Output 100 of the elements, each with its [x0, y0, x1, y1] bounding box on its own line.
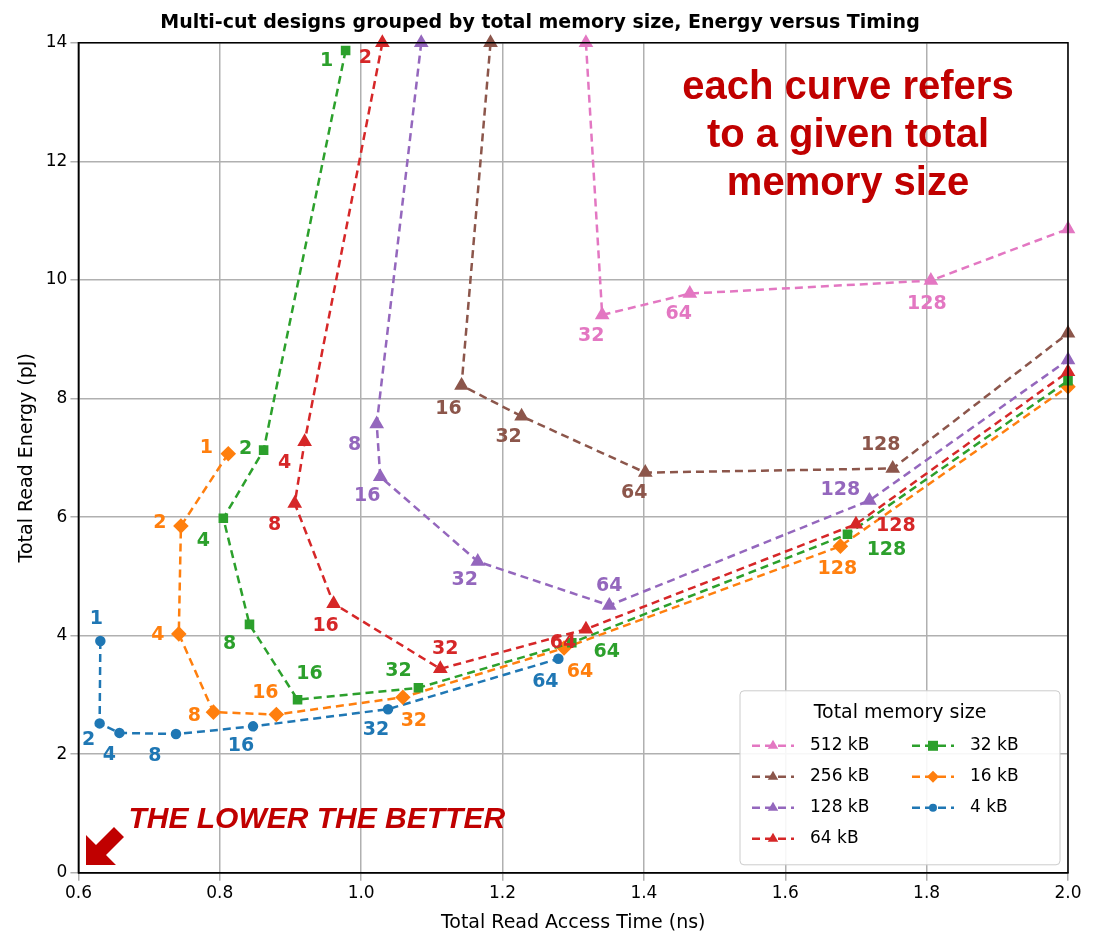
- annotation: 32: [385, 657, 412, 680]
- x-axis-title: Total Read Access Time (ns): [439, 909, 706, 932]
- annotation: 128: [876, 513, 916, 536]
- point: [221, 446, 236, 461]
- annotation: 8: [348, 431, 362, 454]
- point: [173, 518, 189, 534]
- annotation: 16: [435, 396, 462, 419]
- y-tick-label: 14: [45, 31, 68, 52]
- point: [292, 694, 303, 705]
- annotation: 32: [400, 708, 428, 731]
- chart-title: Multi-cut designs grouped by total memory size, Energy versus Timing: [160, 10, 920, 33]
- point: [455, 378, 468, 390]
- annotation: 2: [153, 509, 167, 532]
- point: [244, 619, 255, 630]
- point: [170, 728, 182, 740]
- y-tick-label: 6: [56, 505, 68, 526]
- annotation: 64: [593, 638, 621, 661]
- point: [579, 621, 593, 634]
- x-tick-label: 1.6: [771, 882, 799, 903]
- y-tick-label: 12: [45, 149, 68, 170]
- annotation: 1: [89, 605, 103, 628]
- legend-label: 16 kB: [970, 765, 1019, 786]
- y-tick-label: 2: [56, 742, 68, 763]
- annotation: 64: [549, 630, 577, 653]
- annotation: 8: [268, 512, 282, 535]
- point: [95, 635, 106, 647]
- point: [683, 286, 697, 298]
- point: [433, 661, 447, 674]
- y-tick-label: 8: [56, 386, 68, 407]
- x-tick-label: 2.0: [1054, 882, 1082, 903]
- point: [886, 461, 900, 473]
- legend-label: 256 kB: [810, 765, 870, 786]
- annotation: 4: [151, 621, 165, 644]
- legend-label: 512 kB: [810, 734, 870, 755]
- point: [340, 45, 351, 56]
- point: [370, 416, 384, 429]
- point: [413, 683, 424, 693]
- x-tick-label: 0.8: [206, 882, 234, 903]
- annotation: 64: [665, 300, 693, 323]
- point: [171, 626, 187, 642]
- x-tick-label: 1.0: [347, 882, 375, 903]
- y-tick-label: 10: [45, 268, 68, 289]
- annotation: 32: [577, 322, 605, 345]
- annotation: 8: [148, 743, 162, 766]
- annotation: 64: [621, 479, 648, 502]
- legend-label: 32 kB: [970, 734, 1019, 755]
- annotation: 64: [596, 573, 623, 596]
- point: [602, 598, 616, 610]
- point: [862, 493, 876, 505]
- legend-label: 64 kB: [810, 827, 859, 848]
- annotation: 32: [362, 717, 390, 740]
- point: [842, 529, 853, 540]
- annotation: 16: [354, 482, 381, 505]
- legend-label: 4 kB: [970, 796, 1008, 817]
- point: [247, 721, 259, 732]
- annotation: 8: [222, 631, 237, 654]
- annotation: 64: [532, 668, 559, 691]
- annotation: 16: [296, 660, 323, 683]
- y-axis-title: Total Read Energy (pJ): [14, 353, 37, 564]
- point: [395, 690, 411, 705]
- point: [849, 516, 863, 529]
- annotation: 128: [860, 432, 901, 455]
- point: [218, 513, 229, 524]
- y-tick-label: 4: [56, 624, 68, 645]
- annotation: 2: [239, 436, 253, 459]
- annotation: 16: [312, 612, 339, 635]
- point: [1063, 375, 1073, 386]
- x-tick-label: 1.4: [630, 882, 658, 903]
- annotation: 2: [82, 727, 96, 750]
- point: [382, 703, 394, 715]
- point: [114, 727, 125, 739]
- x-tick-label: 0.6: [64, 882, 92, 903]
- annotation: 2: [358, 44, 372, 67]
- x-tick-label: 1.2: [489, 882, 517, 903]
- annotation: 32: [451, 567, 479, 590]
- point: [258, 445, 269, 455]
- point: [595, 307, 609, 320]
- annotation: 32: [432, 635, 459, 658]
- point: [471, 554, 485, 566]
- annotation: 64: [566, 659, 594, 682]
- point: [269, 707, 284, 722]
- point: [638, 465, 652, 477]
- point: [327, 596, 341, 608]
- point: [833, 538, 848, 554]
- point: [94, 718, 105, 729]
- annotation: 128: [820, 477, 861, 500]
- annotation: 1: [199, 434, 213, 457]
- point: [298, 434, 312, 447]
- annotation: 128: [866, 537, 907, 560]
- annotation: 4: [196, 528, 210, 551]
- annotation: 16: [252, 680, 279, 703]
- point: [553, 653, 564, 665]
- annotation: 4: [278, 449, 292, 472]
- point: [206, 704, 221, 720]
- legend-label: 128 kB: [810, 796, 870, 817]
- annotation: 32: [495, 424, 522, 447]
- point: [373, 469, 387, 482]
- annotation: each curve refers to a given total memory size: [681, 61, 1015, 205]
- point: [924, 273, 938, 285]
- annotation: 1: [320, 48, 334, 71]
